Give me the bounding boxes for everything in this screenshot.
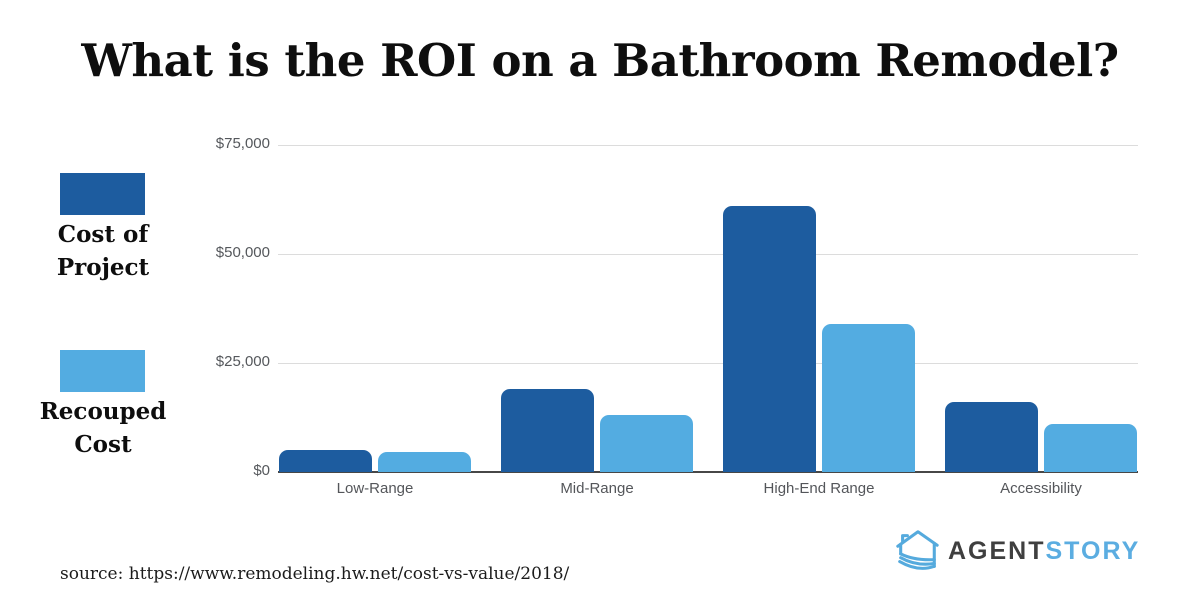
bar-recouped-cost-high-end-range <box>822 323 915 472</box>
bar-recouped-cost-accessibility <box>1044 424 1137 472</box>
bar-recouped-cost-mid-range <box>600 415 693 472</box>
y-axis-tick-label: $0 <box>253 462 270 479</box>
agentstory-logo: AGENTSTORY <box>893 528 1140 574</box>
x-axis-line <box>278 471 1138 473</box>
bar-recouped-cost-low-range <box>378 452 471 472</box>
logo-wordmark: AGENTSTORY <box>948 537 1140 566</box>
y-axis-tick-label: $50,000 <box>215 244 270 261</box>
logo-agent-text: AGENT <box>948 536 1046 565</box>
legend-swatch-cost-of-project <box>60 173 145 215</box>
gridline-75000 <box>278 144 1138 146</box>
legend-swatch-recouped-cost <box>60 350 145 392</box>
bar-cost-of-project-mid-range <box>501 389 594 472</box>
legend-label-cost-of-project: Cost of Project <box>56 221 150 281</box>
house-pages-icon <box>896 530 939 570</box>
bar-cost-of-project-high-end-range <box>723 206 816 472</box>
x-axis-category-label: High-End Range <box>763 480 875 497</box>
source-attribution: source: https://www.remodeling.hw.net/co… <box>60 564 570 584</box>
x-axis-category-label: Mid-Range <box>560 480 634 497</box>
x-axis-category-label: Accessibility <box>1000 480 1082 497</box>
logo-story-text: STORY <box>1045 536 1141 565</box>
bar-cost-of-project-low-range <box>279 450 372 472</box>
gridline-50000 <box>278 253 1138 255</box>
x-axis-category-label: Low-Range <box>336 480 414 497</box>
chart-title: What is the ROI on a Bathroom Remodel? <box>81 34 1119 87</box>
y-axis-tick-label: $75,000 <box>215 135 270 152</box>
legend-label-recouped-cost: Recouped Cost <box>39 398 167 458</box>
y-axis-tick-label: $25,000 <box>215 353 270 370</box>
bar-cost-of-project-accessibility <box>945 402 1038 472</box>
gridline-25000 <box>278 362 1138 364</box>
